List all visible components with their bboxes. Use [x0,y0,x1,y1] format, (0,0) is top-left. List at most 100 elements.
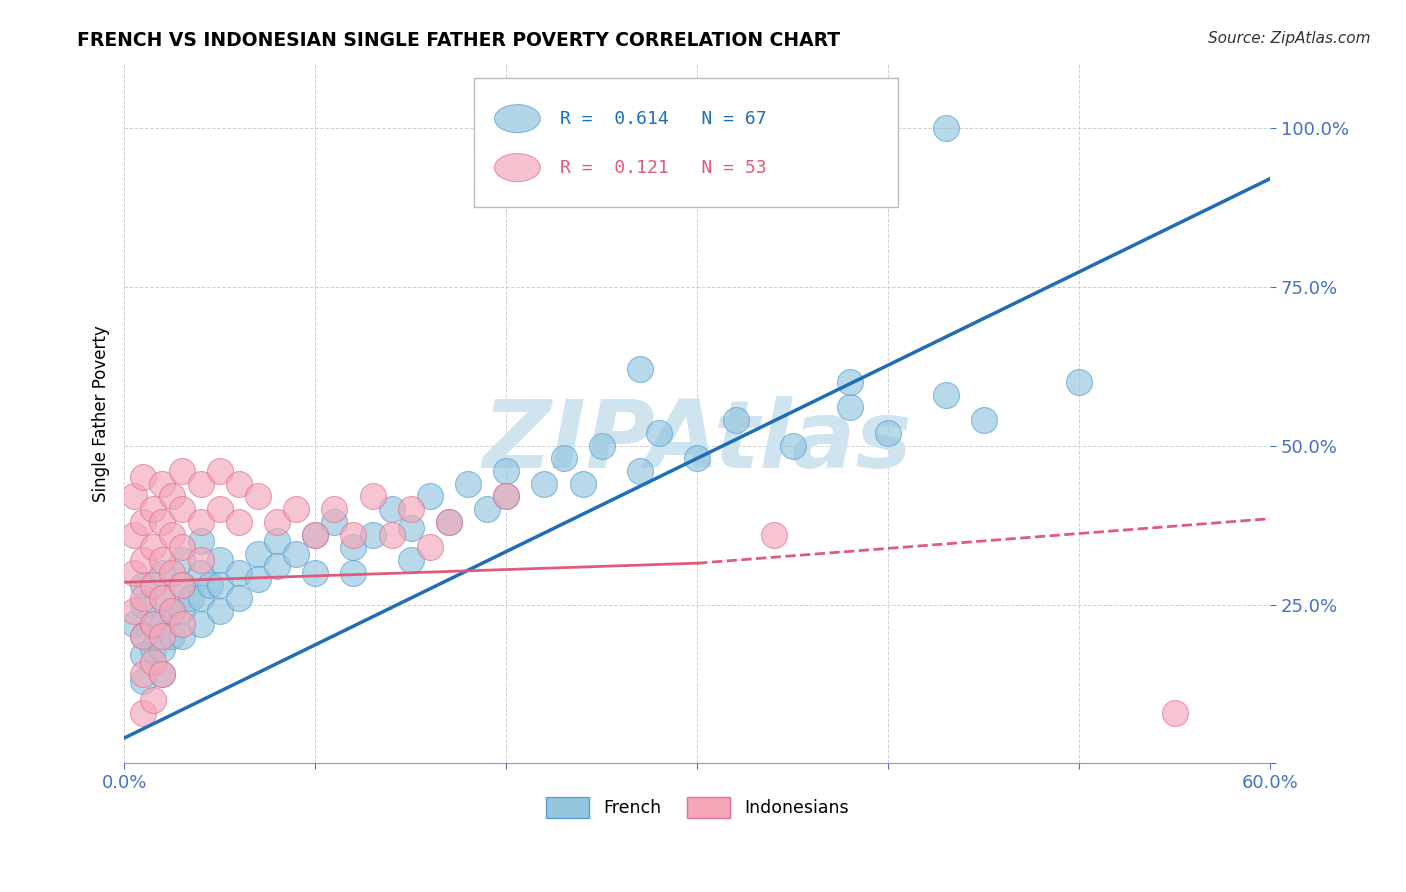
Point [246,547,269,561]
Point [142,693,165,707]
Point [132,515,155,529]
Point [246,572,269,586]
Point [935,387,957,401]
Point [170,541,193,555]
Point [152,667,174,681]
Point [208,464,231,478]
Point [1164,706,1187,720]
Point [342,566,364,580]
Point [132,470,155,484]
Point [142,502,165,516]
Point [323,515,346,529]
Point [648,425,671,440]
Point [160,490,183,504]
Point [122,604,145,618]
Point [342,541,364,555]
Point [935,120,957,135]
Text: R =  0.121   N = 53: R = 0.121 N = 53 [560,159,766,177]
Point [142,541,165,555]
Point [170,604,193,618]
Point [132,667,155,681]
Point [160,604,183,618]
Text: R =  0.614   N = 67: R = 0.614 N = 67 [560,110,766,128]
Point [152,553,174,567]
Point [839,401,862,415]
Point [190,476,212,491]
Point [399,553,422,567]
Point [361,490,384,504]
Point [152,616,174,631]
Point [132,673,155,688]
Point [132,598,155,612]
Point [132,648,155,663]
Point [724,413,747,427]
Point [152,566,174,580]
Point [190,533,212,548]
Point [361,527,384,541]
Point [266,533,288,548]
Point [399,502,422,516]
Point [208,604,231,618]
Point [142,655,165,669]
Point [285,502,308,516]
Point [170,629,193,643]
Point [285,547,308,561]
Point [132,629,155,643]
Point [160,629,183,643]
Point [160,604,183,618]
Point [122,616,145,631]
Point [475,502,498,516]
Point [160,527,183,541]
Point [342,527,364,541]
Point [228,515,250,529]
Point [190,553,212,567]
Point [142,642,165,657]
Point [1069,375,1091,389]
Point [839,375,862,389]
Point [495,490,517,504]
Point [170,578,193,592]
Point [190,616,212,631]
Point [381,527,404,541]
Point [122,490,145,504]
Point [170,578,193,592]
Point [170,553,193,567]
FancyBboxPatch shape [474,78,898,208]
Legend: French, Indonesians: French, Indonesians [538,789,856,825]
Point [323,502,346,516]
Point [132,629,155,643]
Point [495,490,517,504]
Point [160,566,183,580]
Point [381,502,404,516]
Point [553,451,575,466]
Point [152,642,174,657]
Point [228,566,250,580]
Point [132,578,155,592]
Point [198,578,221,592]
Point [457,476,479,491]
Point [628,362,651,376]
Point [419,490,441,504]
Text: Source: ZipAtlas.com: Source: ZipAtlas.com [1208,31,1371,46]
Point [495,464,517,478]
Point [142,578,165,592]
Point [152,591,174,606]
Point [877,425,900,440]
Point [142,616,165,631]
Point [266,515,288,529]
Point [533,476,555,491]
Point [304,566,326,580]
Point [228,476,250,491]
Point [304,527,326,541]
Point [208,578,231,592]
Point [152,591,174,606]
Point [628,464,651,478]
Point [132,706,155,720]
Point [437,515,460,529]
Point [152,667,174,681]
Point [180,591,202,606]
Text: ZIPAtlas: ZIPAtlas [482,396,912,488]
Point [190,566,212,580]
Point [419,541,441,555]
Point [190,591,212,606]
